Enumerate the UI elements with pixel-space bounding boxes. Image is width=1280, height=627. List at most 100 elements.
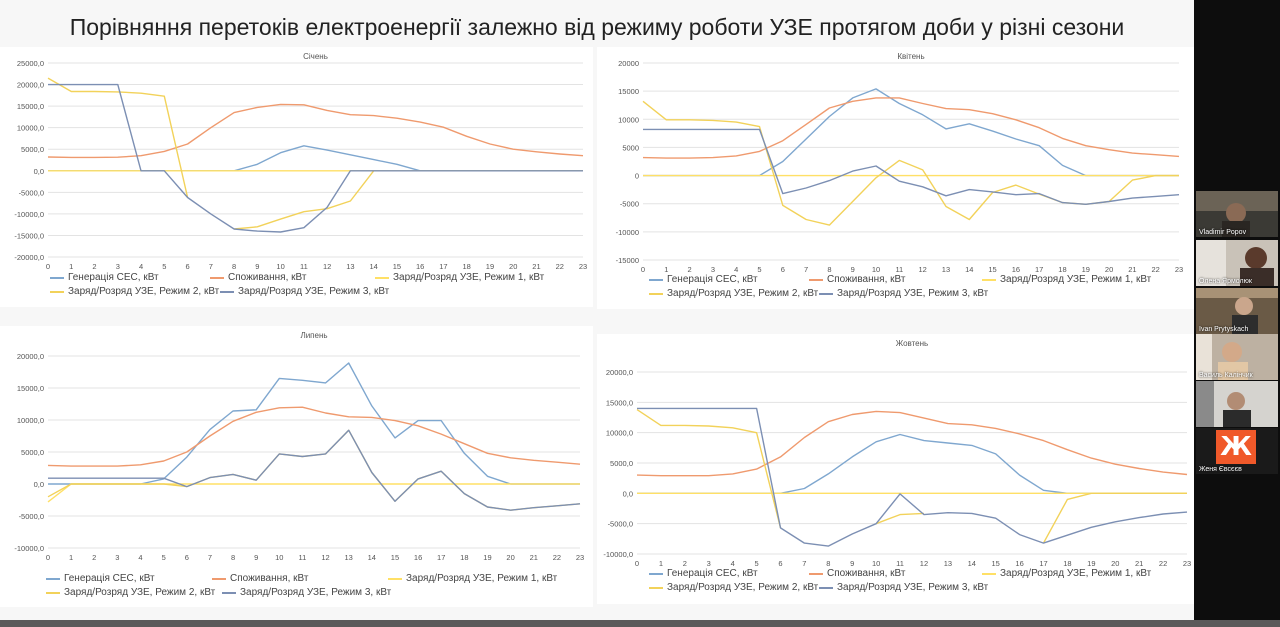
legend-swatch (212, 577, 226, 580)
participant-tile[interactable]: Ivan Prytyskach (1196, 288, 1278, 334)
x-tick-label: 8 (231, 553, 235, 562)
participant-name: Олена Ярмолюк (1199, 278, 1252, 285)
legend-item: Заряд/Розряд УЗЕ, Режим 2, кВт (649, 582, 818, 593)
participant-tile[interactable]: Ж Женя Євсєєв (1196, 428, 1278, 474)
x-tick-label: 5 (162, 553, 166, 562)
y-tick-label: 0 (635, 172, 639, 181)
x-tick-label: 4 (731, 559, 735, 568)
participant-video (1196, 191, 1278, 237)
series-line (47, 406, 581, 467)
series-line (643, 128, 1180, 206)
x-tick-label: 12 (918, 265, 926, 274)
y-tick-label: 15000,0 (17, 102, 44, 111)
presentation-slide: Порівняння перетоків електроенергії зале… (14, 14, 1192, 598)
participant-video (1196, 334, 1278, 380)
chart-title: Січень (303, 52, 328, 61)
legend-swatch (982, 278, 996, 281)
legend-swatch (649, 572, 663, 575)
legend-swatch (649, 292, 663, 295)
x-tick-label: 7 (802, 559, 806, 568)
series-line (48, 83, 583, 233)
x-tick-label: 21 (1135, 559, 1143, 568)
participant-logo: Ж (1216, 430, 1256, 464)
x-tick-label: 11 (896, 559, 904, 568)
y-tick-label: 10000,0 (17, 124, 44, 133)
series-line (47, 77, 189, 198)
legend-swatch (809, 572, 823, 575)
y-tick-label: -5000 (620, 200, 639, 209)
legend-label: Заряд/Розряд УЗЕ, Режим 2, кВт (667, 582, 819, 593)
legend-label: Генерація СЕС, кВт (667, 568, 758, 579)
legend-label: Заряд/Розряд УЗЕ, Режим 2, кВт (64, 587, 216, 598)
x-tick-label: 17 (1039, 559, 1047, 568)
x-tick-label: 19 (1082, 265, 1090, 274)
y-tick-label: -5000,0 (19, 512, 44, 521)
y-tick-label: -5000,0 (608, 520, 633, 529)
x-tick-label: 10 (872, 559, 880, 568)
x-tick-label: 14 (965, 265, 973, 274)
x-tick-label: 6 (185, 553, 189, 562)
y-tick-label: 5000 (622, 143, 639, 152)
legend-item: Заряд/Розряд УЗЕ, Режим 3, кВт (220, 286, 389, 297)
participant-tile[interactable]: Олена Ярмолюк (1196, 240, 1278, 286)
x-tick-label: 8 (232, 262, 236, 271)
series-line (642, 97, 1180, 159)
legend-swatch (46, 591, 60, 594)
x-tick-label: 16 (416, 262, 424, 271)
y-tick-label: -20000,0 (14, 253, 44, 262)
x-tick-label: 14 (368, 553, 376, 562)
legend-item: Заряд/Розряд УЗЕ, Режим 3, кВт (819, 288, 988, 299)
x-tick-label: 22 (553, 553, 561, 562)
participant-tile[interactable]: Василь Калінчик (1196, 334, 1278, 380)
participants-sidebar[interactable]: Vladimir Popov Олена Ярмолюк Ivan Prytys… (1194, 0, 1280, 620)
participant-tile[interactable] (1196, 381, 1278, 427)
x-tick-label: 2 (688, 265, 692, 274)
legend-swatch (46, 577, 60, 580)
legend-label: Заряд/Розряд УЗЕ, Режим 2, кВт (68, 286, 220, 297)
x-tick-label: 3 (116, 262, 120, 271)
y-tick-label: -10000,0 (603, 550, 633, 559)
x-tick-label: 9 (851, 265, 855, 274)
x-tick-label: 7 (804, 265, 808, 274)
x-tick-label: 16 (1015, 559, 1023, 568)
y-tick-label: 5000,0 (610, 459, 633, 468)
x-tick-label: 18 (1058, 265, 1066, 274)
slide-title: Порівняння перетоків електроенергії зале… (69, 14, 1125, 40)
x-tick-label: 23 (1183, 559, 1191, 568)
x-tick-label: 4 (139, 262, 143, 271)
x-tick-label: 10 (275, 553, 283, 562)
legend-label: Заряд/Розряд УЗЕ, Режим 1, кВт (1000, 568, 1152, 579)
x-tick-label: 1 (69, 262, 73, 271)
series-line (1042, 492, 1187, 544)
x-tick-label: 5 (757, 265, 761, 274)
legend-swatch (649, 278, 663, 281)
x-tick-label: 1 (664, 265, 668, 274)
x-tick-label: 13 (944, 559, 952, 568)
participant-tile[interactable]: Vladimir Popov (1196, 191, 1278, 237)
x-tick-label: 20 (509, 262, 517, 271)
participant-name: Ivan Prytyskach (1199, 326, 1249, 333)
series-line (875, 512, 925, 525)
x-tick-label: 17 (1035, 265, 1043, 274)
chart-title: Жовтень (896, 339, 928, 348)
legend-swatch (982, 572, 996, 575)
x-tick-label: 19 (486, 262, 494, 271)
x-tick-label: 13 (942, 265, 950, 274)
participant-video (1196, 381, 1278, 427)
legend-swatch (375, 276, 389, 279)
series-line (643, 88, 1179, 177)
y-tick-label: 20000,0 (17, 352, 44, 361)
x-tick-label: 15 (393, 262, 401, 271)
x-tick-label: 20 (506, 553, 514, 562)
x-tick-label: 9 (254, 553, 258, 562)
legend-label: Заряд/Розряд УЗЕ, Режим 3, кВт (837, 288, 989, 299)
y-tick-label: 10000,0 (606, 429, 633, 438)
legend-item: Споживання, кВт (212, 573, 308, 584)
y-tick-label: 5000,0 (21, 145, 44, 154)
series-line (636, 409, 782, 529)
y-tick-label: 0,0 (623, 489, 633, 498)
legend-item: Заряд/Розряд УЗЕ, Режим 1, кВт (982, 274, 1151, 285)
legend-item: Заряд/Розряд УЗЕ, Режим 2, кВт (50, 286, 219, 297)
x-tick-label: 3 (115, 553, 119, 562)
y-tick-label: 15000,0 (17, 384, 44, 393)
